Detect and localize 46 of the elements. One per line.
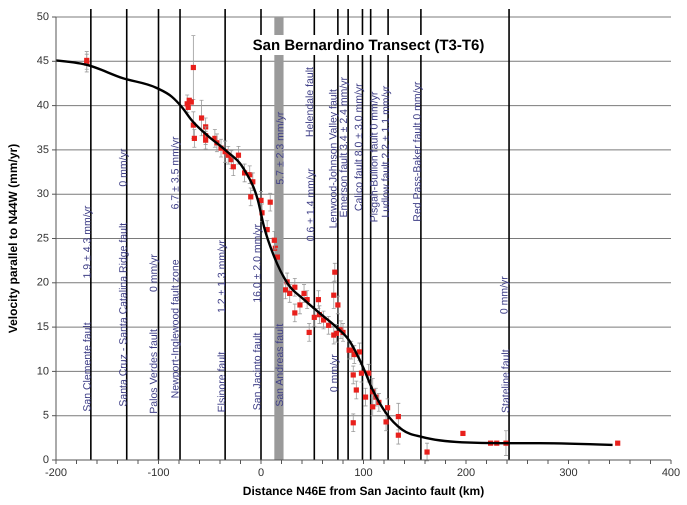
x-axis-title: Distance N46E from San Jacinto fault (km) <box>242 484 484 498</box>
annotation: 1.2 ± 1.3 mm/yr <box>216 240 228 314</box>
y-tick-label: 50 <box>36 10 49 23</box>
x-tick-label: 400 <box>662 467 680 479</box>
annotation: Palos Verdes fault <box>148 329 160 414</box>
y-tick-label: 35 <box>36 144 49 156</box>
annotation: Santa Cruz - Santa Catalina Ridge fault <box>117 222 130 407</box>
x-tick-label: -200 <box>44 467 68 479</box>
y-axis-title: Velocity parallel to N44W (mm/yr) <box>6 144 20 334</box>
annotation: Lenwood-Johnson Valley fault <box>328 89 340 228</box>
annotation: Newport-Inglewood fault zone <box>170 259 182 398</box>
y-tick-label: 5 <box>42 410 49 422</box>
annotation: 0 mm/yr <box>148 254 160 292</box>
y-tick-label: 30 <box>36 188 49 200</box>
y-tick-label: 45 <box>36 55 49 68</box>
annotation: Stateline fault <box>500 349 512 413</box>
annotation: Helendale fault <box>304 66 316 138</box>
annotation: Ludlow fault 2.2 ± 1.1 mm/yr <box>380 85 392 218</box>
y-tick-label: 20 <box>36 276 49 289</box>
x-tick-label: 0 <box>258 467 264 479</box>
annotation: 0 mm/yr <box>328 354 341 392</box>
annotation: 1.9 ± 4.3 mm/yr <box>82 205 94 278</box>
x-tick-label: 100 <box>354 467 373 479</box>
x-tick-label: -100 <box>147 467 170 479</box>
annotation: Pisgah-Bullion fault 0 mm/yr <box>368 91 381 222</box>
y-tick-label: 10 <box>36 365 49 378</box>
y-tick-label: 25 <box>36 232 49 244</box>
x-tick-label: 300 <box>559 467 578 479</box>
annotation: 0 mm/yr <box>498 276 511 314</box>
text: San Bernardino Transect (T3-T6) <box>252 37 484 54</box>
y-tick-label: 0 <box>42 454 49 466</box>
annotation: Calico fault 8.0 ± 3.0 mm/yr <box>353 82 366 212</box>
annotation: Emerson fault 3.4 ± 2.4 mm/yr <box>338 76 350 218</box>
x-tick-label: 200 <box>456 467 476 479</box>
annotation: Red Pass-Baker fault 0 mm/yr <box>412 81 424 222</box>
annotation: San Clemente fault <box>82 322 94 412</box>
y-tick-label: 40 <box>36 100 49 112</box>
annotation: 5.7 ± 2.3 mm/yr <box>274 111 286 185</box>
annotation: San Andreas fault <box>274 324 286 407</box>
annotation: San Jacinto fault <box>252 332 264 410</box>
annotation: 0 mm/yr <box>117 148 130 187</box>
annotation: 0.6 ± 1.4 mm/yr <box>305 168 318 242</box>
annotation: 16.0 ± 2.0 mm/yr <box>252 223 264 303</box>
y-tick-label: 15 <box>36 321 49 334</box>
annotation: 6.7 ± 3.5 mm/yr <box>170 136 182 210</box>
annotation: Elsinore fault <box>216 352 228 412</box>
